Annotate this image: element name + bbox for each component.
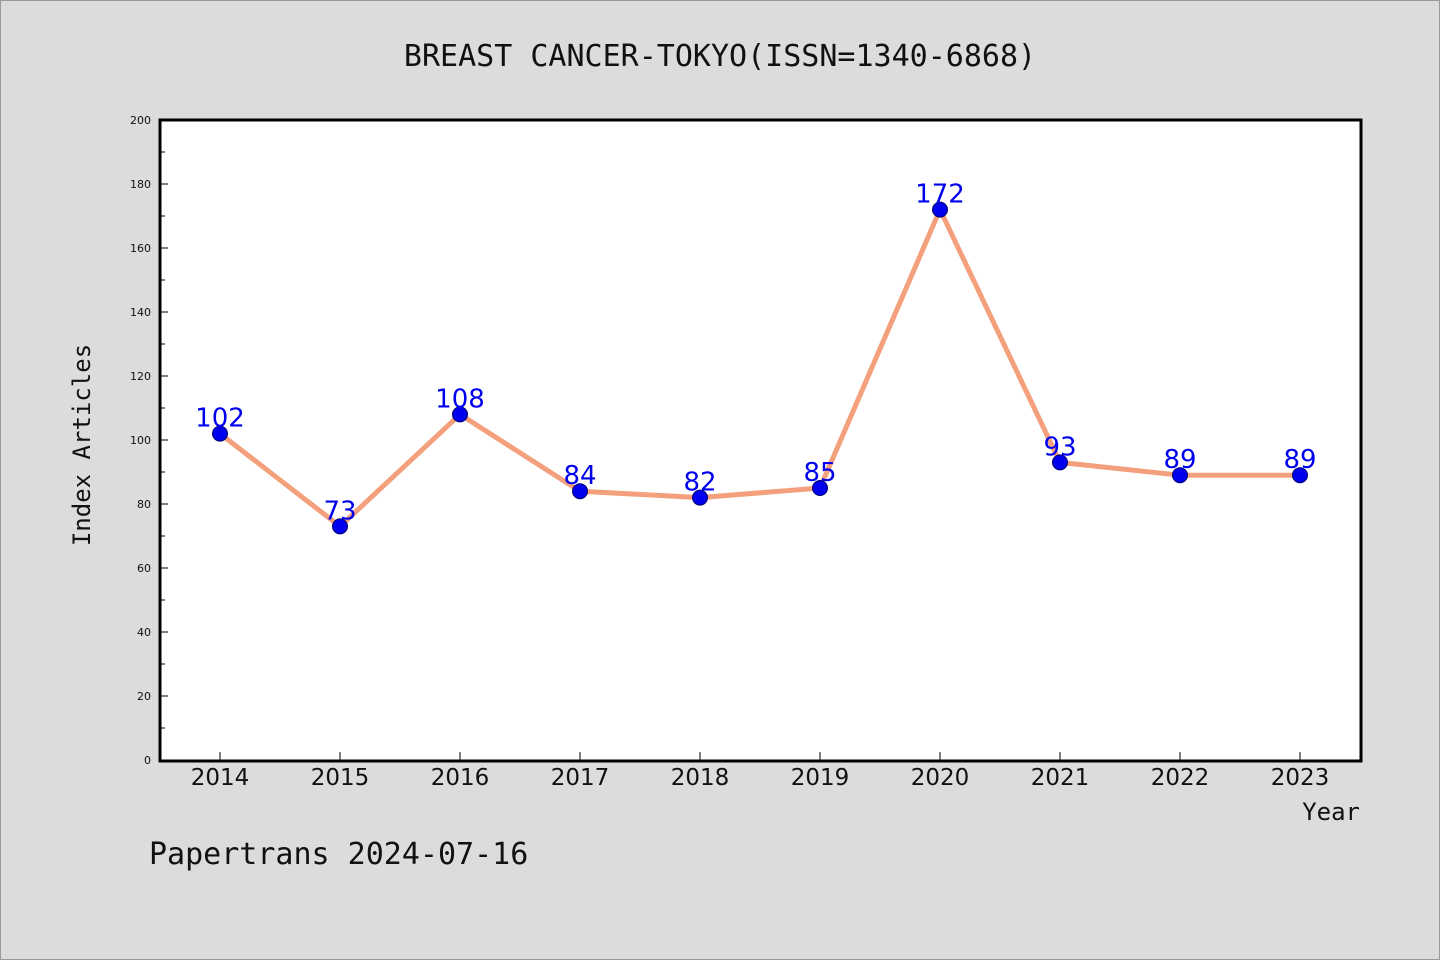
data-point-marker [452,406,468,423]
x-tick-label: 2021 [1031,765,1090,791]
data-label: 84 [563,461,596,491]
data-label: 73 [323,496,356,526]
y-tick-label: 160 [130,242,151,255]
x-tick-label: 2022 [1151,765,1210,791]
x-tick-label: 2017 [551,765,610,791]
y-axis-ticks: 0 20 40 60 80 100 120 140 160 180 200 [130,114,168,767]
data-point-marker [212,425,228,442]
y-tick-label: 20 [137,690,151,703]
data-point-marker [932,201,948,218]
y-tick-label: 80 [137,498,151,511]
data-label: 85 [803,458,836,488]
y-tick-label: 60 [137,562,151,575]
data-point-marker [332,518,348,535]
y-tick-label: 100 [130,434,151,447]
x-tick-label: 2019 [791,765,850,791]
y-tick-label: 140 [130,306,151,319]
plot-area [160,120,1361,761]
x-tick-label: 2018 [671,765,730,791]
data-point-marker [692,489,708,506]
y-tick-label: 180 [130,178,151,191]
data-labels: 102 73 108 84 82 85 172 93 89 89 [195,180,1316,527]
data-label: 172 [915,180,965,210]
y-tick-label: 0 [144,754,151,767]
chart-title: BREAST CANCER-TOKYO(ISSN=1340-6868) [404,39,1036,74]
data-label: 93 [1043,432,1076,462]
x-tick-label: 2016 [431,765,490,791]
x-tick-label: 2015 [311,765,370,791]
y-tick-label: 120 [130,370,151,383]
data-point-marker [1172,467,1188,484]
y-tick-label: 200 [130,114,151,127]
data-point-marker [572,483,588,500]
data-point-marker [1052,454,1068,471]
y-tick-label: 40 [137,626,151,639]
x-axis-label: Year [1302,798,1360,826]
source-watermark: Papertrans 2024-07-16 [149,837,528,872]
data-point-marker [1292,467,1308,484]
data-label: 102 [195,404,245,434]
x-tick-label: 2023 [1271,765,1330,791]
data-label: 89 [1163,445,1196,475]
x-tick-label: 2014 [191,765,250,791]
data-label: 82 [683,468,716,498]
series-line [217,207,1303,529]
data-label: 89 [1283,445,1316,475]
series-index-articles [212,201,1308,535]
data-label: 108 [435,384,485,414]
y-axis-label: Index Articles [68,344,96,546]
x-axis-ticks: 2014 2015 2016 2017 2018 2019 2020 2021 2022 2023 [191,752,1330,791]
plot-border [158,118,1363,763]
x-tick-label: 2020 [911,765,970,791]
data-point-marker [812,480,828,496]
